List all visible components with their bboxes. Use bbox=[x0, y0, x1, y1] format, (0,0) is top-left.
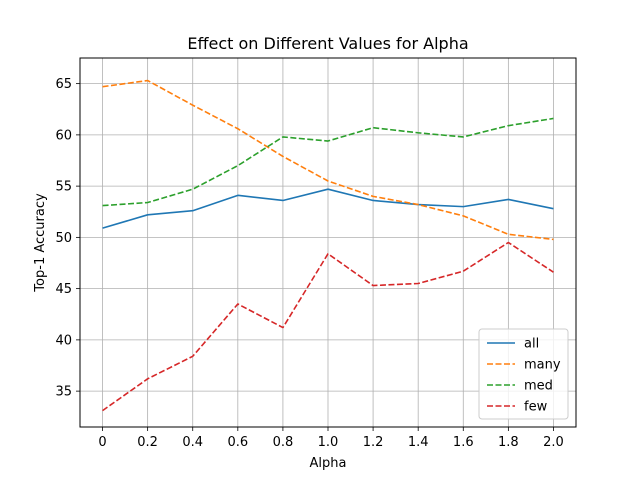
x-tick-label: 1.0 bbox=[318, 435, 339, 450]
x-tick-label: 0.6 bbox=[227, 435, 248, 450]
series-line-many bbox=[102, 79, 554, 241]
y-tick-label: 45 bbox=[55, 282, 72, 297]
series-lines bbox=[102, 79, 554, 412]
x-tick-label: 0.4 bbox=[182, 435, 203, 450]
x-tick-label: 1.2 bbox=[363, 435, 384, 450]
legend-label-many: many bbox=[524, 358, 561, 373]
x-tick-label: 0.2 bbox=[137, 435, 158, 450]
legend-label-med: med bbox=[524, 379, 553, 394]
y-tick-label: 40 bbox=[55, 333, 72, 348]
x-tick-label: 1.8 bbox=[498, 435, 519, 450]
x-tick-label: 1.6 bbox=[453, 435, 474, 450]
y-axis-label: Top-1 Accuracy bbox=[33, 193, 48, 293]
axis-ticks: 0 0.2 0.4 0.6 0.8 1.0 1.2 1.4 1.6 1.8 2.0 35 40 45 50 5… bbox=[55, 77, 563, 450]
series-line-all bbox=[102, 188, 554, 229]
y-tick-label: 65 bbox=[55, 77, 72, 92]
x-tick-label: 2.0 bbox=[543, 435, 564, 450]
x-tick-label: 1.4 bbox=[408, 435, 429, 450]
series-line-few bbox=[102, 241, 554, 412]
y-tick-label: 60 bbox=[55, 128, 72, 143]
y-tick-label: 55 bbox=[55, 180, 72, 195]
legend: all many med few bbox=[478, 328, 569, 420]
x-tick-label: 0.8 bbox=[273, 435, 294, 450]
series-line-med bbox=[102, 117, 554, 207]
x-axis-label: Alpha bbox=[310, 456, 347, 471]
legend-label-all: all bbox=[524, 337, 539, 352]
legend-box bbox=[478, 328, 569, 420]
chart-title: Effect on Different Values for Alpha bbox=[187, 34, 468, 53]
x-tick-label: 0 bbox=[98, 435, 106, 450]
y-tick-label: 50 bbox=[55, 231, 72, 246]
y-tick-label: 35 bbox=[55, 385, 72, 400]
legend-label-few: few bbox=[524, 400, 548, 415]
